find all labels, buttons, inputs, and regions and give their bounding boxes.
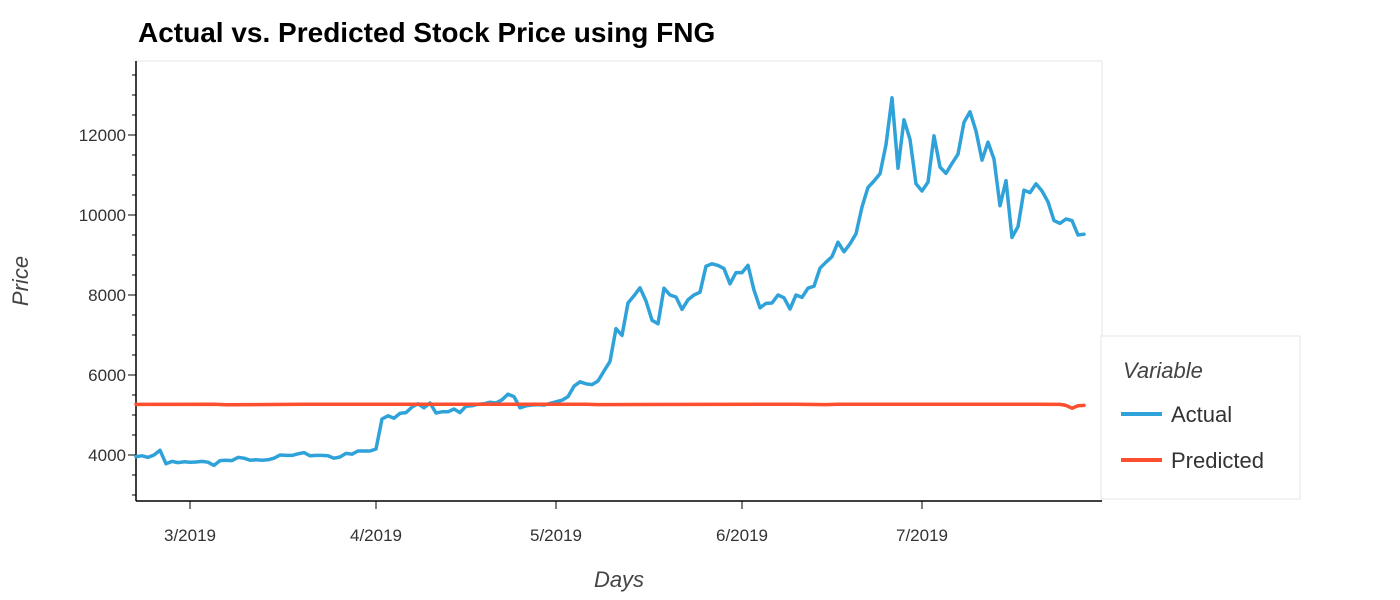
- plot-frame: [135, 60, 1103, 502]
- y-tick-label: 8000: [88, 286, 126, 305]
- x-tick-label: 5/2019: [530, 526, 582, 545]
- y-axis-title: Price: [8, 256, 33, 306]
- x-tick-label: 7/2019: [896, 526, 948, 545]
- legend-title: Variable: [1123, 358, 1203, 383]
- series-line-actual: [134, 96, 1086, 468]
- y-tick-label: 12000: [79, 126, 126, 145]
- y-axis-ticks: 4000 6000 8000 10000 12000: [79, 74, 136, 496]
- legend-label-actual[interactable]: Actual: [1171, 402, 1232, 427]
- series-line-predicted: [134, 402, 1086, 410]
- series-layer: [134, 96, 1086, 468]
- x-tick-label: 4/2019: [350, 526, 402, 545]
- legend[interactable]: Variable Actual Predicted: [1100, 335, 1301, 500]
- legend-box: [1100, 335, 1301, 500]
- y-tick-label: 10000: [79, 206, 126, 225]
- y-tick-label: 4000: [88, 446, 126, 465]
- y-tick-label: 6000: [88, 366, 126, 385]
- legend-label-predicted[interactable]: Predicted: [1171, 448, 1264, 473]
- chart-title: Actual vs. Predicted Stock Price using F…: [138, 17, 715, 48]
- x-tick-label: 6/2019: [716, 526, 768, 545]
- x-tick-label: 3/2019: [164, 526, 216, 545]
- x-axis-title: Days: [594, 567, 644, 592]
- x-axis-ticks: 3/2019 4/2019 5/2019 6/2019 7/2019: [164, 501, 948, 545]
